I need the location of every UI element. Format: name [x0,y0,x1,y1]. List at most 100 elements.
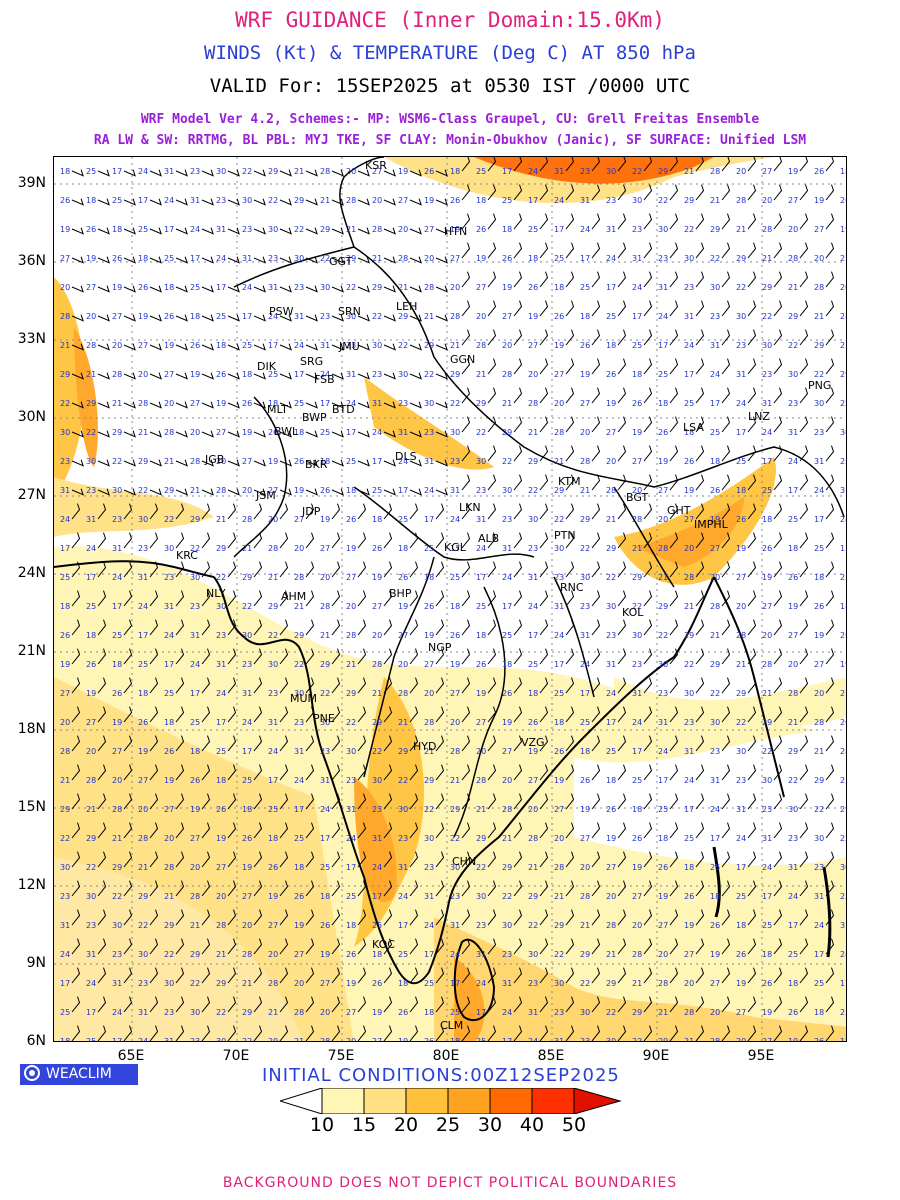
temperature-label: 18 [424,1008,434,1017]
temperature-label: 30 [606,167,616,176]
wind-barb [643,474,653,491]
temperature-label: 18 [242,370,252,379]
temperature-label: 25 [762,486,772,495]
wind-barb [331,488,344,496]
wind-barb [97,967,107,984]
temperature-label: 27 [554,370,564,379]
temperature-label: 27 [424,660,434,669]
wind-barb [695,851,705,868]
temperature-label: 23 [450,892,460,901]
wind-barb [227,430,240,438]
logo-circle-icon [24,1065,40,1081]
temperature-label: 17 [112,167,122,176]
wind-barb [97,1025,107,1041]
temperature-label: 21 [762,254,772,263]
temperature-label: 17 [684,805,694,814]
temperature-label: 18 [814,573,824,582]
wind-barb [773,242,783,259]
temperature-label: 20 [684,979,694,988]
temperature-label: 23 [606,631,616,640]
wind-barb [97,372,110,380]
station-label: SRN [338,305,361,318]
wind-barb [669,677,679,694]
wind-barb [747,735,757,752]
wind-barb [721,213,731,230]
wind-barb [617,329,627,346]
temperature-label: 20 [684,544,694,553]
temperature-label: 28 [450,747,460,756]
temperature-label: 17 [242,312,252,321]
temperature-label: 26 [528,718,538,727]
temperature-label: 31 [788,863,798,872]
temperature-label: 31 [710,776,720,785]
wind-barb [201,285,214,293]
wind-barb [227,851,237,868]
wind-barb [331,256,344,264]
temperature-label: 18 [632,805,642,814]
temperature-label: 30 [528,515,538,524]
wind-barb [331,343,344,351]
temperature-label: 24 [684,341,694,350]
temperature-label: 28 [580,457,590,466]
temperature-label: 20 [528,805,538,814]
temperature-label: 26 [788,1008,798,1017]
temperature-label: 20 [658,515,668,524]
temperature-label: 19 [684,486,694,495]
wind-barb [669,909,679,926]
temperature-label: 18 [840,602,847,611]
wind-barb [799,532,809,549]
temperature-label: 22 [710,689,720,698]
temperature-label: 30 [502,921,512,930]
temperature-label: 24 [840,950,847,959]
temperature-label: 21 [112,399,122,408]
wind-barb [279,735,289,752]
wind-barb [643,445,653,462]
wind-barb [123,430,136,438]
temperature-label: 26 [736,515,746,524]
temperature-label: 23 [346,776,356,785]
wind-barb [565,561,575,578]
temperature-label: 20 [580,428,590,437]
temperature-label: 17 [606,718,616,727]
temperature-label: 27 [294,950,304,959]
wind-barb [201,343,214,351]
temperature-label: 18 [346,486,356,495]
temperature-label: 27 [60,254,70,263]
wind-barb [175,880,185,897]
temperature-label: 24 [736,834,746,843]
temperature-label: 24 [190,660,200,669]
wind-barb [799,387,809,404]
temperature-label: 31 [684,747,694,756]
wind-barb [305,880,315,897]
temperature-label: 27 [398,196,408,205]
wind-barb [825,503,835,520]
legend-swatch [573,1088,622,1114]
temperature-label: 22 [268,196,278,205]
temperature-label: 23 [762,370,772,379]
temperature-label: 31 [216,225,226,234]
wind-barb [175,459,188,467]
temperature-label: 20 [60,283,70,292]
wind-barb [747,532,757,549]
temperature-label: 26 [112,689,122,698]
wind-barb [357,590,367,607]
temperature-label: 30 [502,486,512,495]
temperature-label: 19 [398,167,408,176]
wind-barb [149,1025,159,1041]
wind-barb [565,300,575,317]
station-label: BHP [389,587,412,600]
wind-barb [669,213,679,230]
wind-barb [383,285,396,293]
wind-barb [357,561,367,578]
temperature-label: 30 [138,515,148,524]
wind-barb [123,967,133,984]
wind-barb [71,198,84,206]
temperature-label: 25 [528,660,538,669]
temperature-label: 27 [138,776,148,785]
wind-barb [461,880,471,897]
temperature-label: 30 [138,950,148,959]
temperature-label: 23 [684,718,694,727]
wind-barb [695,474,705,491]
wind-barb [71,314,84,322]
temperature-label: 27 [60,689,70,698]
